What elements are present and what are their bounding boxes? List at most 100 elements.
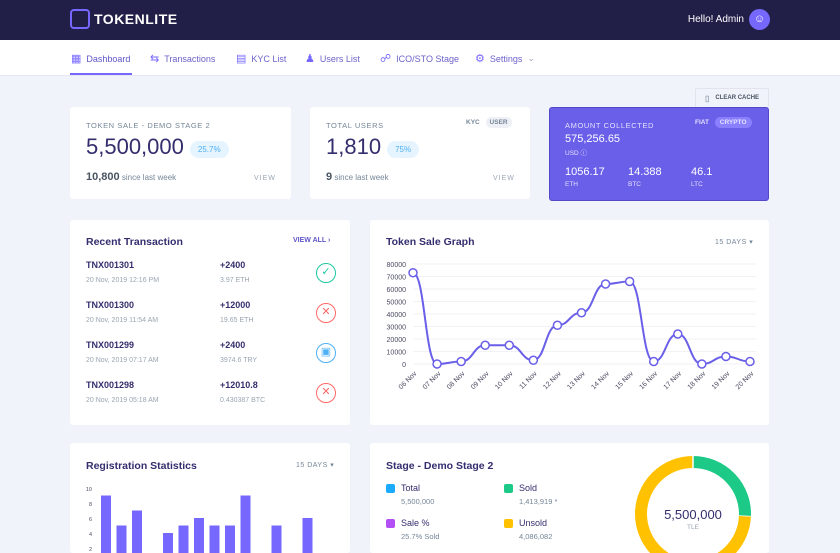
tx-id: TNX001300 — [86, 300, 134, 310]
nav-dashboard[interactable]: ▦Dashboard — [71, 52, 130, 65]
eth-unit: ETH — [565, 181, 605, 188]
nav-kyc-list[interactable]: ▤KYC List — [236, 52, 286, 65]
nav-ico-sto-stage[interactable]: ☍ICO/STO Stage — [380, 52, 459, 65]
main-nav: ▦Dashboard ⇆Transactions ▤KYC List ♟User… — [0, 40, 840, 76]
total-swatch — [386, 484, 395, 493]
card-label: AMOUNT COLLECTED — [565, 121, 654, 130]
greeting: Hello! Admin — [688, 14, 744, 25]
legend-sale-percent: Sale %25.7% Sold — [386, 518, 430, 528]
token-sale-value: 5,500,000 — [86, 134, 184, 159]
tx-amount: +2400 — [220, 340, 245, 350]
bar — [241, 496, 251, 553]
unsold-swatch — [504, 519, 513, 528]
active-tab-indicator — [70, 73, 132, 75]
legend-name: Sold — [519, 483, 537, 493]
legend-value: 25.7% Sold — [401, 532, 439, 541]
tx-id: TNX001301 — [86, 260, 134, 270]
tx-date: 20 Nov, 2019 12:16 PM — [86, 277, 159, 284]
crypto-toggle[interactable]: CRYPTO — [715, 117, 752, 128]
nav-users-list[interactable]: ♟Users List — [305, 52, 360, 65]
card-title: Recent Transaction — [86, 236, 183, 248]
user-toggle[interactable]: USER — [486, 117, 512, 128]
users-value: 1,810 — [326, 134, 381, 159]
check-icon[interactable]: ✓ — [316, 263, 336, 283]
clear-cache-button[interactable]: ▯CLEAR CACHE — [695, 88, 769, 108]
data-point — [698, 360, 706, 368]
view-all-link[interactable]: VIEW ALL › — [293, 237, 330, 244]
logo[interactable]: TOKENLITE — [70, 9, 178, 29]
swap-icon: ⇆ — [150, 52, 159, 65]
x-tick-label: 08 Nov — [446, 370, 467, 391]
bar — [210, 526, 220, 553]
token-sale-line-chart: 0100002000030000400005000060000700008000… — [370, 220, 769, 425]
brand-name: TOKENLITE — [94, 11, 178, 27]
y-tick-label: 30000 — [387, 325, 407, 332]
logo-icon — [70, 9, 90, 29]
bar — [163, 533, 173, 553]
data-point — [553, 321, 561, 329]
bar — [272, 526, 282, 553]
nav-transactions[interactable]: ⇆Transactions — [150, 52, 215, 65]
ltc-unit: LTC — [691, 181, 712, 188]
card-label: TOTAL USERS — [326, 121, 384, 130]
kyc-toggle[interactable]: KYC — [466, 119, 480, 126]
y-tick-label: 10000 — [387, 350, 407, 357]
close-icon[interactable]: ✕ — [316, 383, 336, 403]
data-point — [505, 341, 513, 349]
donut-center-unit: TLE — [653, 524, 733, 531]
tx-date: 20 Nov, 2019 05:18 AM — [86, 397, 159, 404]
x-tick-label: 09 Nov — [470, 370, 491, 391]
recent-transaction-card: Recent Transaction VIEW ALL › TNX001301 2… — [70, 220, 350, 425]
nav-settings[interactable]: ⚙Settings⌄ — [475, 52, 535, 65]
y-tick-label: 4 — [89, 532, 92, 538]
ltc-value: 46.1 — [691, 166, 712, 178]
close-icon[interactable]: ✕ — [316, 303, 336, 323]
user-avatar-icon[interactable]: ☺ — [749, 9, 770, 30]
legend-name: Unsold — [519, 518, 547, 528]
bar — [117, 526, 127, 553]
data-point — [481, 341, 489, 349]
since-label: since last week — [334, 173, 388, 182]
y-tick-label: 2 — [89, 547, 92, 553]
view-all-label: VIEW ALL — [293, 237, 326, 244]
pending-icon[interactable]: ▣ — [316, 343, 336, 363]
x-tick-label: 15 Nov — [614, 370, 635, 391]
view-link[interactable]: VIEW — [493, 175, 515, 182]
bar — [303, 518, 313, 553]
data-point — [626, 278, 634, 286]
bar — [179, 526, 189, 553]
tx-amount: +12000 — [220, 300, 250, 310]
data-point — [457, 358, 465, 366]
data-point — [746, 358, 754, 366]
y-tick-label: 8 — [89, 502, 92, 508]
fiat-toggle[interactable]: FIAT — [695, 119, 709, 126]
data-point — [674, 330, 682, 338]
x-tick-label: 14 Nov — [590, 370, 611, 391]
x-tick-label: 07 Nov — [422, 370, 443, 391]
x-tick-label: 13 Nov — [566, 370, 587, 391]
info-icon[interactable]: ⓘ — [581, 150, 588, 157]
grid-icon: ▦ — [71, 52, 81, 65]
y-tick-label: 20000 — [387, 337, 407, 344]
currency-label: USD — [565, 150, 579, 157]
users-icon: ♟ — [305, 52, 315, 65]
data-point — [722, 353, 730, 361]
y-tick-label: 10 — [86, 487, 92, 493]
legend-name: Total — [401, 483, 420, 493]
legend-value: 1,413,919 * — [519, 497, 557, 506]
tx-date: 20 Nov, 2019 11:54 AM — [86, 317, 158, 324]
series-line — [413, 273, 750, 364]
view-link[interactable]: VIEW — [254, 175, 276, 182]
nav-label: ICO/STO Stage — [396, 54, 459, 64]
legend-name: Sale % — [401, 518, 430, 528]
